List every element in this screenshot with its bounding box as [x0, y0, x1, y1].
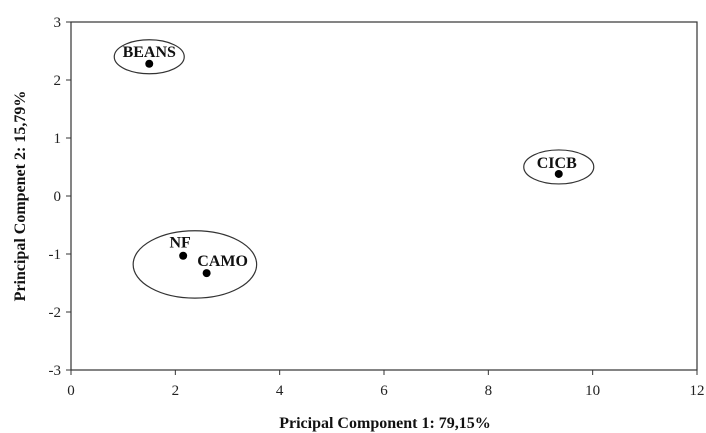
x-axis-title: Pricipal Component 1: 79,15% [279, 415, 491, 432]
cluster-ellipse-0 [113, 39, 185, 75]
y-tick-label: 2 [54, 73, 62, 89]
x-tick-label: 2 [172, 383, 180, 399]
y-axis-title: Principal Compenet 2: 15,79% [12, 91, 29, 302]
cluster-ellipse-1 [523, 149, 595, 185]
point-label-camo: CAMO [197, 253, 248, 270]
cluster-ellipses [113, 39, 595, 299]
y-tick-label: 0 [54, 189, 62, 205]
point-nf [179, 251, 188, 260]
y-tick-label: -1 [49, 247, 62, 263]
point-label-cicb: CICB [537, 155, 577, 172]
x-tick-label: 10 [585, 383, 600, 399]
point-label-beans: BEANS [123, 44, 176, 61]
y-tick-label: 3 [54, 15, 62, 31]
point-label-nf: NF [169, 235, 191, 252]
y-tick-label: -3 [49, 363, 62, 379]
x-tick-label: 6 [380, 383, 388, 399]
point-beans [145, 59, 154, 68]
x-tick-label: 8 [485, 383, 493, 399]
y-tick-label: -2 [49, 305, 62, 321]
x-tick-label: 12 [690, 383, 705, 399]
plot-frame [70, 21, 698, 371]
x-tick-label: 4 [276, 383, 284, 399]
point-camo [202, 269, 211, 278]
point-cicb [554, 169, 563, 178]
y-axis: 3 2 1 0 -1 -2 -3 [49, 15, 71, 379]
data-points: BEANS CICB NF CAMO [123, 44, 577, 278]
cluster-ellipse-2 [132, 230, 258, 299]
y-tick-label: 1 [54, 131, 62, 147]
x-tick-label: 0 [67, 383, 75, 399]
x-axis: 0 2 4 6 8 10 12 [67, 370, 705, 399]
